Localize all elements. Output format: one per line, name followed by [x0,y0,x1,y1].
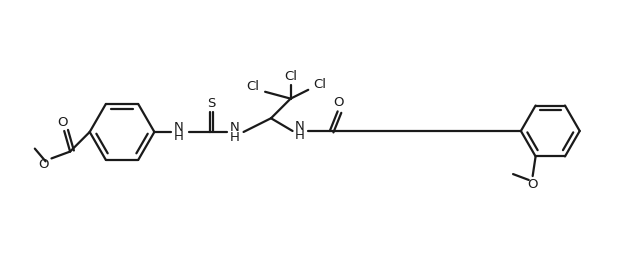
Text: S: S [207,97,216,110]
Text: O: O [57,116,67,129]
Text: H: H [174,130,184,143]
Text: Cl: Cl [284,70,297,83]
Text: Cl: Cl [246,80,259,93]
Text: N: N [174,121,184,134]
Text: N: N [294,120,304,133]
Text: O: O [38,158,49,171]
Text: Cl: Cl [314,79,326,92]
Text: O: O [527,178,538,191]
Text: O: O [333,96,344,109]
Text: H: H [230,131,239,144]
Text: N: N [230,121,239,134]
Text: H: H [294,129,305,142]
